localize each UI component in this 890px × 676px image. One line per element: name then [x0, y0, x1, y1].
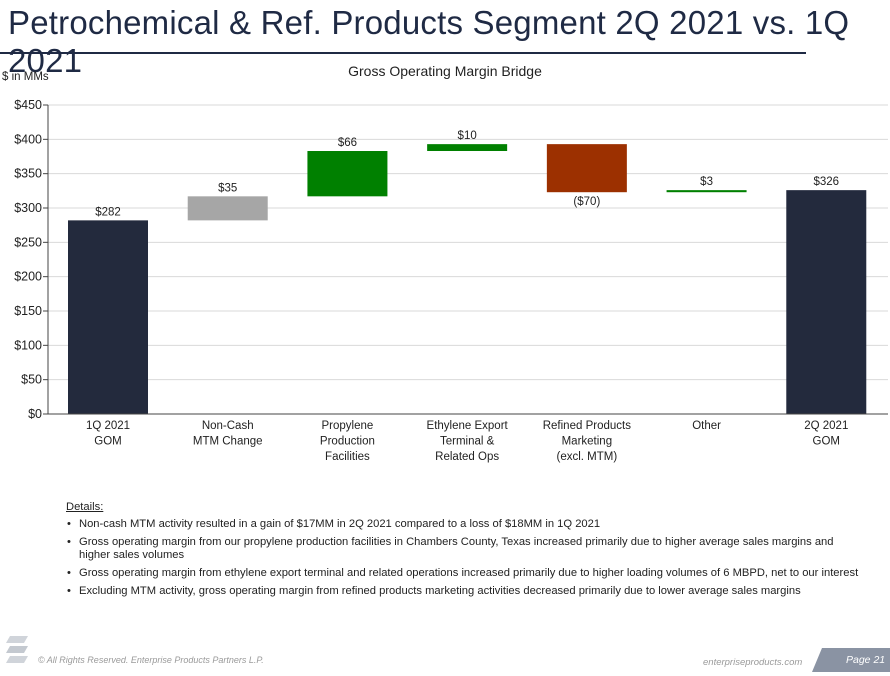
chart-bars: $282 $35 $66 $10 ($70) $3 $326: [68, 130, 867, 414]
details-list: Non-cash MTM activity resulted in a gain…: [66, 518, 866, 598]
bar-data-label: $66: [338, 137, 357, 149]
bar-data-label: $10: [458, 130, 477, 142]
x-tick-label: Non-Cash: [202, 420, 254, 432]
bar: [546, 144, 627, 193]
bar: [427, 144, 508, 152]
x-tick-label: Propylene: [322, 420, 374, 432]
y-tick-label: $200: [14, 270, 42, 284]
y-tick-label: $100: [14, 338, 42, 352]
y-tick-label: $450: [14, 98, 42, 112]
bar: [307, 151, 388, 197]
x-axis: 1Q 2021 GOM Non-Cash MTM Change Propylene Pro…: [48, 413, 888, 463]
page-number-tab: [812, 648, 890, 672]
x-tick-label: Refined Products: [543, 420, 631, 432]
enterprise-logo-icon: [6, 636, 28, 663]
y-tick-label: $300: [14, 201, 42, 215]
details-heading: Details:: [66, 501, 104, 513]
x-tick-label: Ethylene Export: [427, 420, 509, 432]
gross-operating-margin-chart: Gross Operating Margin Bridge $ in MMs $…: [2, 63, 888, 463]
title-divider: [0, 52, 806, 54]
x-tick-label: Related Ops: [435, 451, 499, 463]
details-bullet: Non-cash MTM activity resulted in a gain…: [67, 518, 866, 531]
y-tick-label: $350: [14, 167, 42, 181]
chart-title: Gross Operating Margin Bridge: [348, 63, 542, 79]
y-tick-label: $250: [14, 235, 42, 249]
x-tick-label: MTM Change: [193, 436, 263, 448]
bar-data-label: $282: [95, 206, 121, 218]
bar-data-label: ($70): [573, 196, 600, 208]
copyright-text: © All Rights Reserved. Enterprise Produc…: [38, 655, 264, 665]
page-title: Petrochemical & Ref. Products Segment 2Q…: [8, 4, 850, 79]
bar: [187, 196, 268, 221]
x-tick-label: GOM: [813, 436, 840, 448]
x-tick-label: 1Q 2021: [86, 420, 130, 432]
y-tick-label: $150: [14, 304, 42, 318]
details-bullet: Gross operating margin from ethylene exp…: [67, 567, 866, 580]
x-tick-label: GOM: [94, 436, 121, 448]
bar: [666, 190, 747, 193]
details-section: Details: Non-cash MTM activity resulted …: [66, 501, 866, 603]
y-tick-label: $50: [21, 373, 42, 387]
bar-data-label: $3: [700, 176, 713, 188]
page-number: Page 21: [846, 654, 886, 666]
x-tick-label: Marketing: [562, 436, 613, 448]
y-tick-label: $0: [28, 407, 42, 421]
x-tick-label: Production: [320, 436, 375, 448]
x-tick-label: 2Q 2021: [804, 420, 848, 432]
bar: [786, 190, 867, 414]
unit-label: $ in MMs: [2, 71, 49, 83]
x-tick-label: (excl. MTM): [557, 451, 618, 463]
website-text: enterpriseproducts.com: [703, 657, 803, 668]
x-tick-label: Terminal &: [440, 436, 495, 448]
bar-data-label: $35: [218, 182, 237, 194]
y-tick-label: $400: [14, 132, 42, 146]
details-bullet: Excluding MTM activity, gross operating …: [67, 585, 866, 598]
y-axis: $0 $50 $100 $150 $200 $250 $300 $350 $400 $450: [14, 98, 49, 421]
bar: [68, 220, 148, 414]
x-tick-label: Facilities: [325, 451, 370, 463]
x-tick-label: Other: [692, 420, 721, 432]
bar-data-label: $326: [813, 176, 839, 188]
details-bullet: Gross operating margin from our propylen…: [67, 536, 866, 562]
